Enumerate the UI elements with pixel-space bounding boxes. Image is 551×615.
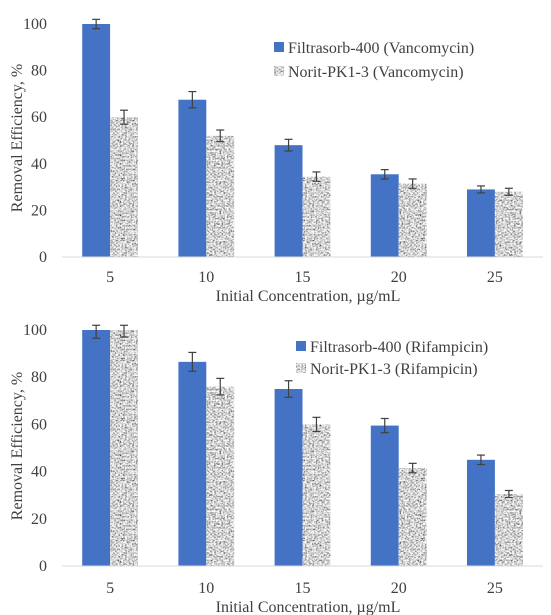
error-bar	[284, 380, 293, 398]
y-tick-label: 40	[31, 464, 47, 481]
y-tick-label: 20	[31, 511, 47, 528]
error-bar	[504, 187, 513, 196]
error-bar	[188, 90, 197, 109]
error-bars	[92, 18, 513, 196]
error-bar	[120, 324, 129, 338]
error-bar	[312, 416, 321, 433]
bar-norit	[206, 386, 235, 566]
error-bar	[408, 178, 417, 189]
bar-norit	[494, 191, 523, 257]
y-tick-label: 0	[39, 558, 47, 575]
y-tick-label: 40	[31, 156, 47, 173]
bar-filtrasorb	[178, 99, 207, 257]
legend-swatch-filtrasorb	[274, 42, 284, 52]
x-tick-label: 10	[198, 580, 214, 597]
x-tick-label: 10	[198, 269, 214, 286]
bar-filtrasorb	[82, 330, 111, 566]
error-bar	[504, 489, 513, 499]
error-bar	[92, 18, 101, 30]
bar-norit	[206, 135, 235, 257]
y-tick-labels: 0 20 40 60 80 100	[23, 16, 47, 266]
y-tick-label: 60	[31, 109, 47, 126]
bar-norit	[494, 494, 523, 566]
bar-filtrasorb	[370, 174, 399, 257]
legend-swatch-filtrasorb	[296, 341, 306, 351]
legend-label-filtrasorb: Filtrasorb-400 (Rifampicin)	[310, 339, 488, 356]
legend-label-norit: Norit-PK1-3 (Vancomycin)	[288, 64, 464, 81]
legend: Filtrasorb-400 (Rifampicin) Norit-PK1-3 …	[296, 339, 488, 378]
bar-filtrasorb	[467, 459, 495, 566]
legend-swatch-norit	[274, 66, 284, 76]
y-tick-label: 100	[23, 322, 47, 339]
error-bar	[92, 324, 101, 339]
x-axis-label: Initial Concentration, µg/mL	[216, 288, 401, 305]
bar-filtrasorb	[467, 189, 495, 257]
x-tick-label: 15	[295, 580, 311, 597]
vancomycin-chart: Removal Efficiency, % Initial Concentrat…	[9, 16, 543, 305]
bar-filtrasorb	[370, 425, 399, 566]
bar-filtrasorb	[178, 361, 207, 566]
y-axis-label: Removal Efficiency, %	[9, 64, 26, 212]
bar-norit	[302, 424, 331, 566]
error-bar	[476, 185, 485, 194]
error-bar	[380, 417, 389, 434]
bars	[82, 330, 523, 566]
error-bar	[216, 377, 225, 396]
x-tick-label: 20	[391, 269, 407, 286]
bar-filtrasorb	[82, 24, 111, 257]
y-axis-label: Removal Efficiency, %	[9, 372, 26, 520]
bar-norit	[398, 468, 427, 566]
y-tick-label: 100	[23, 16, 47, 33]
legend-swatch-norit	[296, 363, 306, 373]
y-tick-label: 60	[31, 416, 47, 433]
y-tick-label: 80	[31, 369, 47, 386]
x-tick-label: 20	[391, 580, 407, 597]
x-tick-label: 5	[106, 580, 114, 597]
error-bar	[312, 171, 321, 182]
x-tick-labels: 5 10 15 20 25	[106, 269, 503, 286]
x-tick-label: 25	[487, 269, 503, 286]
bar-filtrasorb	[274, 145, 303, 257]
error-bar	[476, 454, 485, 466]
error-bar	[120, 109, 129, 125]
error-bars	[92, 324, 513, 499]
error-bar	[284, 138, 293, 152]
error-bar	[188, 351, 197, 372]
y-tick-labels: 0 20 40 60 80 100	[23, 322, 47, 575]
error-bar	[408, 462, 417, 474]
error-bar	[216, 129, 225, 143]
y-tick-label: 20	[31, 202, 47, 219]
legend-label-norit: Norit-PK1-3 (Rifampicin)	[310, 361, 478, 378]
x-axis-label: Initial Concentration, µg/mL	[216, 599, 401, 615]
legend: Filtrasorb-400 (Vancomycin) Norit-PK1-3 …	[274, 40, 474, 81]
bar-norit	[398, 183, 427, 257]
bar-norit	[110, 117, 138, 257]
rifampicin-chart: Removal Efficiency, % Initial Concentrat…	[9, 322, 543, 615]
legend-label-filtrasorb: Filtrasorb-400 (Vancomycin)	[288, 40, 474, 57]
x-tick-label: 5	[106, 269, 114, 286]
bar-norit	[110, 330, 138, 566]
bar-norit	[302, 176, 331, 257]
x-tick-label: 15	[295, 269, 311, 286]
x-tick-labels: 5 10 15 20 25	[106, 580, 503, 597]
bar-filtrasorb	[274, 389, 303, 566]
y-tick-label: 0	[39, 249, 47, 266]
x-tick-label: 25	[487, 580, 503, 597]
bars	[82, 24, 523, 257]
y-tick-label: 80	[31, 63, 47, 80]
error-bar	[380, 169, 389, 180]
